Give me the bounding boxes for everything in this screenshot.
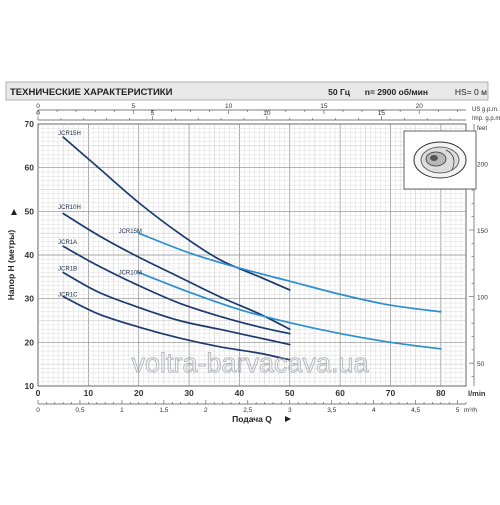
x2-tick-label: 5	[456, 407, 460, 414]
y-tick-label: 60	[25, 163, 35, 173]
x-tick-label: 80	[436, 388, 446, 398]
x2-tick-label: 2	[204, 407, 208, 414]
feet-unit-label: feet	[477, 126, 487, 132]
header-bar: ТЕХНИЧЕСКИЕ ХАРАКТЕРИСТИКИ 50 Гц n= 2900…	[5, 81, 489, 101]
watermark-text: voltra-barvacava.ua	[131, 348, 369, 378]
x-tick-label: 0	[36, 388, 41, 398]
series-lines	[62, 136, 442, 361]
header-background	[5, 81, 489, 101]
y-tick-label: 20	[25, 337, 35, 347]
x2-unit-label: m³/h	[464, 407, 477, 414]
series-line-jcr1b	[62, 271, 291, 346]
speed-label: n= 2900 об/мин	[365, 87, 428, 97]
x2-tick-label: 1,5	[159, 407, 168, 414]
imp-tick-label: 5	[151, 110, 155, 117]
x-tick-label: 50	[285, 388, 295, 398]
x2-tick-label: 0	[36, 407, 40, 414]
series-label-jcr10m: JCR10M	[119, 271, 142, 277]
x2-tick-label: 3,5	[327, 407, 336, 414]
x2-tick-label: 4	[372, 407, 376, 414]
y-axis-title: Напор H (метры)	[6, 230, 16, 301]
impeller-vane	[445, 149, 455, 171]
series-label-jcr1c: JCR1C	[58, 292, 78, 298]
chart-title: ТЕХНИЧЕСКИЕ ХАРАКТЕРИСТИКИ	[10, 87, 173, 98]
series-line-jcr15h	[62, 136, 291, 291]
y-tick-label: 50	[25, 206, 35, 216]
feet-tick-label: 50	[477, 361, 485, 368]
us-unit-label: US g.p.m.	[472, 107, 499, 113]
x-unit-label: l/min	[468, 389, 486, 398]
x2-tick-label: 4,5	[411, 407, 420, 414]
us-tick-label: 15	[320, 103, 328, 110]
x2-tick-label: 3	[288, 407, 292, 414]
y-axis-arrow	[11, 209, 17, 215]
series-line-jcr10m	[137, 271, 442, 350]
impeller-shaft-hole	[430, 155, 438, 161]
grid	[37, 123, 467, 387]
series-label-jcr10h: JCR10H	[58, 205, 81, 211]
x-tick-label: 70	[386, 388, 396, 398]
impeller-inset	[403, 130, 477, 190]
feet-tick-label: 100	[477, 295, 488, 302]
series-label-jcr1a: JCR1A	[58, 240, 77, 246]
y-tick-label: 40	[25, 250, 35, 260]
x-tick-label: 30	[184, 388, 194, 398]
x-tick-label: 40	[235, 388, 245, 398]
x2-tick-label: 2,5	[243, 407, 252, 414]
feet-tick-label: 200	[477, 161, 488, 168]
feet-tick-label: 150	[477, 228, 488, 235]
series-line-jcr1a	[62, 245, 291, 335]
y-tick-label: 10	[25, 381, 35, 391]
series-line-jcr10h	[62, 212, 291, 331]
x-axis-arrow	[285, 416, 291, 422]
x-tick-label: 60	[335, 388, 345, 398]
series-line-jcr1c	[62, 295, 291, 361]
series-line-jcr15m	[137, 232, 442, 313]
imp-tick-label: 10	[263, 110, 271, 117]
series-label-jcr15h: JCR15H	[58, 131, 81, 137]
series-labels: JCR15H JCR10H JCR1A JCR1B JCR1C JCR15M JCR10M	[58, 131, 142, 299]
hs-label: HS= 0 м	[455, 87, 487, 97]
imp-tick-label: 15	[378, 110, 386, 117]
series-label-jcr15m: JCR15M	[119, 229, 142, 235]
series-label-jcr1b: JCR1B	[58, 266, 77, 272]
imp-tick-label: 0	[36, 110, 40, 117]
x-axis-title: Подача Q	[232, 414, 272, 424]
y-tick-label: 30	[25, 294, 35, 304]
y-tick-label: 70	[25, 119, 35, 129]
us-tick-label: 0	[36, 103, 40, 110]
frequency-label: 50 Гц	[328, 87, 351, 97]
x-tick-label: 20	[134, 388, 144, 398]
imp-unit-label: Imp. g.p.m.	[472, 116, 500, 122]
x-tick-label: 10	[84, 388, 94, 398]
x2-tick-label: 1	[120, 407, 124, 414]
us-tick-label: 5	[131, 103, 135, 110]
us-tick-label: 20	[416, 103, 424, 110]
x2-tick-label: 0,5	[75, 407, 84, 414]
us-tick-label: 10	[225, 103, 233, 110]
